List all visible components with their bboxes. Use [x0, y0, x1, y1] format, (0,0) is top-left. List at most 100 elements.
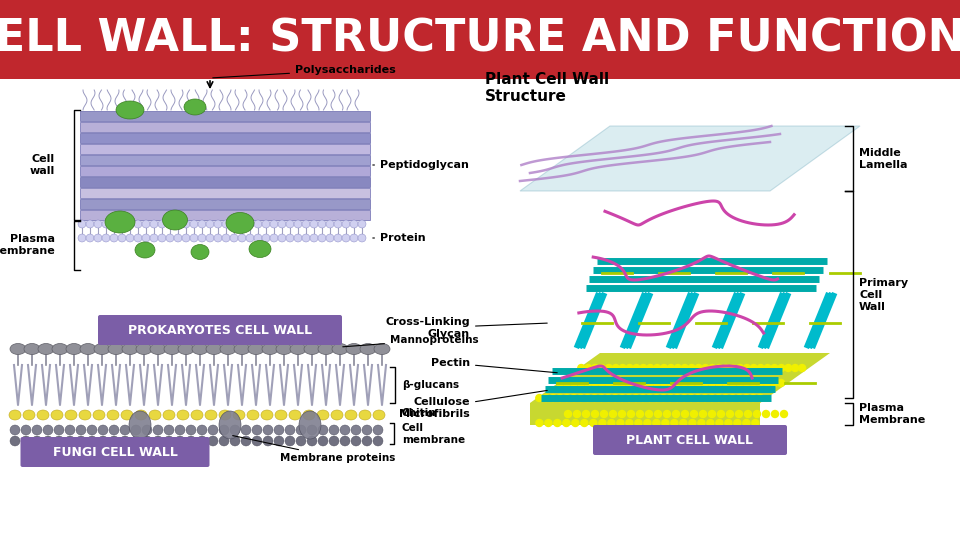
Circle shape	[197, 436, 207, 446]
Circle shape	[329, 436, 339, 446]
Circle shape	[667, 395, 674, 402]
Circle shape	[120, 436, 130, 446]
Circle shape	[751, 364, 757, 372]
Circle shape	[241, 436, 251, 446]
Circle shape	[756, 380, 764, 387]
Circle shape	[626, 395, 633, 402]
Circle shape	[743, 395, 750, 402]
Circle shape	[542, 395, 550, 402]
Circle shape	[694, 395, 702, 402]
Circle shape	[792, 364, 799, 372]
Circle shape	[727, 410, 733, 417]
Circle shape	[302, 234, 310, 242]
Circle shape	[585, 380, 591, 387]
Ellipse shape	[276, 343, 292, 354]
Ellipse shape	[107, 410, 119, 420]
Circle shape	[583, 410, 589, 417]
Ellipse shape	[135, 242, 155, 258]
Polygon shape	[520, 126, 860, 191]
Circle shape	[598, 395, 605, 402]
Circle shape	[715, 380, 723, 387]
Circle shape	[98, 425, 108, 435]
Circle shape	[577, 395, 585, 402]
Ellipse shape	[108, 343, 124, 354]
Circle shape	[557, 395, 564, 402]
Circle shape	[598, 364, 606, 372]
Circle shape	[645, 410, 653, 417]
Circle shape	[690, 410, 698, 417]
Circle shape	[729, 395, 736, 402]
FancyBboxPatch shape	[80, 111, 370, 121]
Circle shape	[564, 380, 570, 387]
Text: CELL WALL: STRUCTURE AND FUNCTIONS: CELL WALL: STRUCTURE AND FUNCTIONS	[0, 18, 960, 61]
Circle shape	[591, 395, 598, 402]
Circle shape	[708, 395, 715, 402]
Circle shape	[175, 425, 185, 435]
Ellipse shape	[121, 410, 133, 420]
Circle shape	[373, 436, 383, 446]
Circle shape	[54, 436, 64, 446]
Circle shape	[131, 425, 141, 435]
Ellipse shape	[261, 410, 273, 420]
Circle shape	[318, 436, 328, 446]
Circle shape	[166, 234, 174, 242]
Circle shape	[730, 380, 736, 387]
Circle shape	[118, 220, 126, 228]
Circle shape	[654, 380, 660, 387]
Ellipse shape	[105, 211, 135, 233]
Circle shape	[326, 234, 334, 242]
Circle shape	[246, 220, 254, 228]
Circle shape	[736, 364, 743, 372]
Circle shape	[10, 436, 20, 446]
Circle shape	[166, 220, 174, 228]
Circle shape	[754, 410, 760, 417]
Circle shape	[778, 380, 784, 387]
Circle shape	[708, 410, 715, 417]
Circle shape	[219, 425, 229, 435]
Circle shape	[222, 234, 230, 242]
Circle shape	[326, 220, 334, 228]
Circle shape	[318, 425, 328, 435]
Circle shape	[639, 395, 646, 402]
Circle shape	[673, 410, 680, 417]
FancyBboxPatch shape	[80, 122, 370, 132]
Circle shape	[296, 425, 306, 435]
Circle shape	[190, 234, 198, 242]
FancyBboxPatch shape	[98, 315, 342, 345]
FancyBboxPatch shape	[0, 0, 960, 79]
Circle shape	[578, 364, 585, 372]
Circle shape	[342, 220, 350, 228]
Circle shape	[617, 420, 624, 427]
Ellipse shape	[360, 343, 376, 354]
Ellipse shape	[192, 343, 208, 354]
Text: Middle
Lamella: Middle Lamella	[859, 148, 907, 170]
Circle shape	[557, 380, 564, 387]
Ellipse shape	[163, 410, 175, 420]
Circle shape	[102, 234, 110, 242]
Circle shape	[351, 425, 361, 435]
Circle shape	[98, 436, 108, 446]
Circle shape	[707, 420, 714, 427]
Circle shape	[342, 234, 350, 242]
Circle shape	[302, 220, 310, 228]
Circle shape	[86, 220, 94, 228]
Circle shape	[667, 364, 675, 372]
Circle shape	[799, 364, 805, 372]
Circle shape	[626, 380, 633, 387]
Circle shape	[636, 410, 643, 417]
Circle shape	[633, 364, 640, 372]
Ellipse shape	[150, 343, 166, 354]
Circle shape	[294, 234, 302, 242]
Circle shape	[762, 410, 770, 417]
Circle shape	[334, 234, 342, 242]
Circle shape	[730, 364, 736, 372]
Circle shape	[175, 436, 185, 446]
Ellipse shape	[345, 410, 357, 420]
Circle shape	[688, 380, 695, 387]
Ellipse shape	[219, 410, 231, 420]
Circle shape	[358, 220, 366, 228]
Circle shape	[633, 380, 639, 387]
Ellipse shape	[80, 343, 96, 354]
Circle shape	[350, 234, 358, 242]
Circle shape	[610, 410, 616, 417]
